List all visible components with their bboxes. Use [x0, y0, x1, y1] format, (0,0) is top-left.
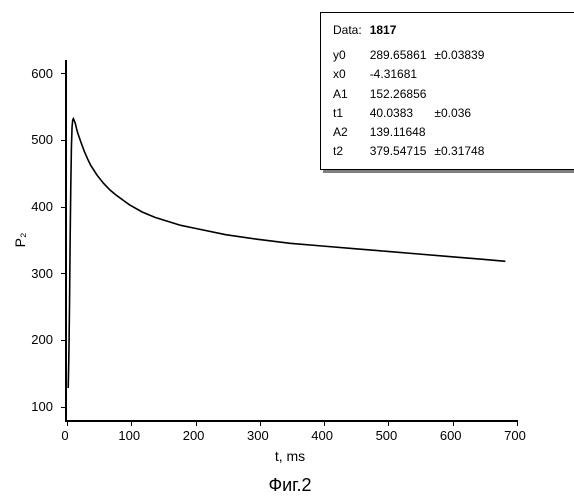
param-error [434, 123, 492, 142]
figure: P₂ t, ms Фиг.2 Data: 1817 y0289.65861±0.… [0, 0, 574, 500]
x-tick-label: 200 [183, 428, 205, 443]
databox-row: A2139.11648 [333, 123, 492, 142]
databox-row: A1152.26856 [333, 85, 492, 104]
y-axis-label: P₂ [12, 233, 28, 248]
databox-title-value: 1817 [370, 21, 435, 46]
param-error: ±0.03839 [434, 46, 492, 65]
param-value: 379.54715 [370, 142, 435, 161]
databox-row: y0289.65861±0.03839 [333, 46, 492, 65]
x-tick-label: 100 [118, 428, 140, 443]
param-value: 152.26856 [370, 85, 435, 104]
param-name: t1 [333, 104, 370, 123]
x-tick-label: 400 [311, 428, 333, 443]
databox-title-label: Data: [333, 21, 370, 46]
param-value: 139.11648 [370, 123, 435, 142]
x-tick-label: 300 [247, 428, 269, 443]
param-error [434, 85, 492, 104]
param-name: x0 [333, 65, 370, 84]
x-tick-label: 500 [376, 428, 398, 443]
param-value: -4.31681 [370, 65, 435, 84]
param-error: ±0.036 [434, 104, 492, 123]
param-error: ±0.31748 [434, 142, 492, 161]
figure-caption: Фиг.2 [268, 475, 311, 496]
param-name: A1 [333, 85, 370, 104]
param-value: 289.65861 [370, 46, 435, 65]
param-name: A2 [333, 123, 370, 142]
param-name: t2 [333, 142, 370, 161]
x-tick-label: 700 [504, 428, 526, 443]
param-error [434, 65, 492, 84]
fit-data-box: Data: 1817 y0289.65861±0.03839x0-4.31681… [320, 12, 574, 170]
x-axis-label: t, ms [275, 448, 305, 464]
databox-row: x0-4.31681 [333, 65, 492, 84]
param-name: y0 [333, 46, 370, 65]
databox-row: t140.0383±0.036 [333, 104, 492, 123]
x-tick-label: 0 [61, 428, 68, 443]
x-tick-label: 600 [440, 428, 462, 443]
databox-row: t2379.54715±0.31748 [333, 142, 492, 161]
param-value: 40.0383 [370, 104, 435, 123]
